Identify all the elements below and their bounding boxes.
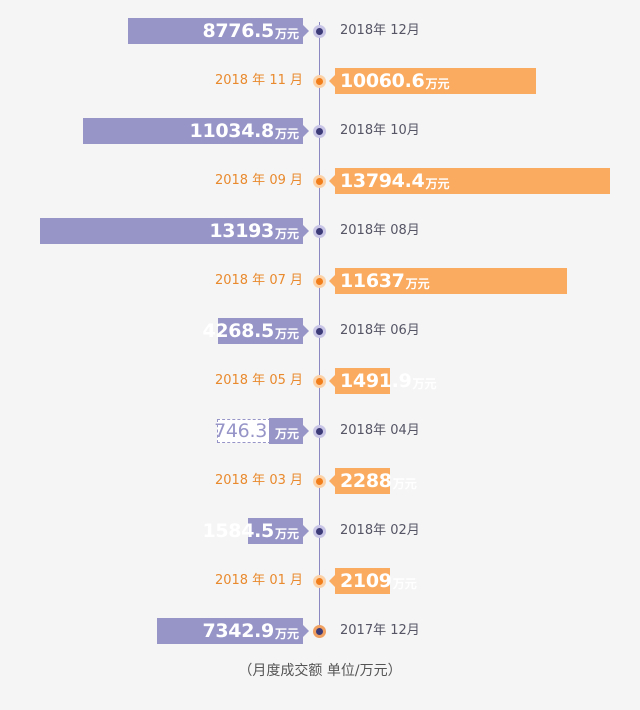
bar-1: 10060.6 万元 bbox=[329, 68, 536, 94]
bar-3: 13794.4 万元 bbox=[329, 168, 610, 194]
bar-9: 2288 万元 bbox=[329, 468, 417, 494]
date-label: 2018年 02月 bbox=[340, 523, 420, 538]
data-label-unit: 万元 bbox=[425, 176, 450, 191]
bar-0: 8776.5 万元 bbox=[128, 18, 309, 44]
bar-4: 13193 万元 bbox=[40, 218, 309, 244]
timeline-dot bbox=[313, 375, 326, 388]
data-label-value: 13193 bbox=[209, 220, 274, 242]
bar-5: 11637 万元 bbox=[329, 268, 567, 294]
bar-11: 2109 万元 bbox=[329, 568, 417, 594]
data-label-unit: 万元 bbox=[392, 476, 417, 491]
timeline-dot bbox=[313, 175, 326, 188]
date-label: 2018年 12月 bbox=[340, 23, 420, 38]
timeline-dot bbox=[313, 275, 326, 288]
data-label-value: 13794.4 bbox=[340, 170, 425, 192]
timeline-dot bbox=[313, 125, 326, 138]
timeline-dot bbox=[313, 525, 326, 538]
timeline-dot bbox=[313, 425, 326, 438]
bar-small-box bbox=[217, 419, 271, 443]
date-label: 2018 年 03 月 bbox=[214, 473, 303, 488]
timeline-dot bbox=[313, 25, 326, 38]
timeline-dot bbox=[313, 575, 326, 588]
data-label-unit: 万元 bbox=[274, 526, 299, 541]
bar-2: 11034.8 万元 bbox=[83, 118, 309, 144]
data-label-unit: 万元 bbox=[274, 26, 299, 41]
data-label-value: 10060.6 bbox=[340, 70, 425, 92]
bar-6: 4268.5 万元 bbox=[202, 318, 309, 344]
date-label: 2018年 06月 bbox=[340, 323, 420, 338]
data-label-unit: 万元 bbox=[412, 376, 437, 391]
date-label: 2018 年 01 月 bbox=[214, 573, 303, 588]
data-label-value: 11034.8 bbox=[189, 120, 275, 142]
data-label-unit: 万元 bbox=[274, 426, 299, 441]
data-label-unit: 万元 bbox=[274, 326, 299, 341]
data-label-value: 1491.9 bbox=[340, 370, 412, 392]
timeline-dot bbox=[313, 225, 326, 238]
date-label: 2018 年 07 月 bbox=[214, 273, 303, 288]
date-label: 2018 年 09 月 bbox=[214, 173, 303, 188]
timeline-dot bbox=[313, 75, 326, 88]
bar-8: 746.3 万元 bbox=[214, 418, 309, 444]
data-label-unit: 万元 bbox=[405, 276, 430, 291]
bar-7: 1491.9 万元 bbox=[329, 368, 437, 394]
data-label-unit: 万元 bbox=[425, 76, 450, 91]
data-label-value: 7342.9 bbox=[202, 620, 274, 642]
data-label-unit: 万元 bbox=[274, 226, 299, 241]
bar-12: 7342.9 万元 bbox=[157, 618, 309, 644]
date-label: 2017年 12月 bbox=[340, 623, 420, 638]
date-label: 2018 年 05 月 bbox=[214, 373, 303, 388]
bar-10: 1584.5 万元 bbox=[202, 518, 309, 544]
timeline-dot bbox=[313, 625, 326, 638]
timeline-dot bbox=[313, 325, 326, 338]
data-label-value: 4268.5 bbox=[202, 320, 274, 342]
data-label-unit: 万元 bbox=[392, 576, 417, 591]
data-label-value: 2288 bbox=[340, 470, 392, 492]
data-label-unit: 万元 bbox=[274, 126, 299, 141]
data-label-unit: 万元 bbox=[274, 626, 299, 641]
date-label: 2018年 10月 bbox=[340, 123, 420, 138]
date-label: 2018年 08月 bbox=[340, 223, 420, 238]
data-label-value: 2109 bbox=[340, 570, 392, 592]
date-label: 2018年 04月 bbox=[340, 423, 420, 438]
data-label-value: 11637 bbox=[340, 270, 405, 292]
data-label-value: 8776.5 bbox=[202, 20, 274, 42]
chart-footnote: （月度成交额 单位/万元） bbox=[238, 663, 402, 679]
date-label: 2018 年 11 月 bbox=[214, 73, 303, 88]
timeline-dot bbox=[313, 475, 326, 488]
data-label-value: 1584.5 bbox=[202, 520, 274, 542]
data-label-value: 746.3 bbox=[214, 420, 267, 442]
